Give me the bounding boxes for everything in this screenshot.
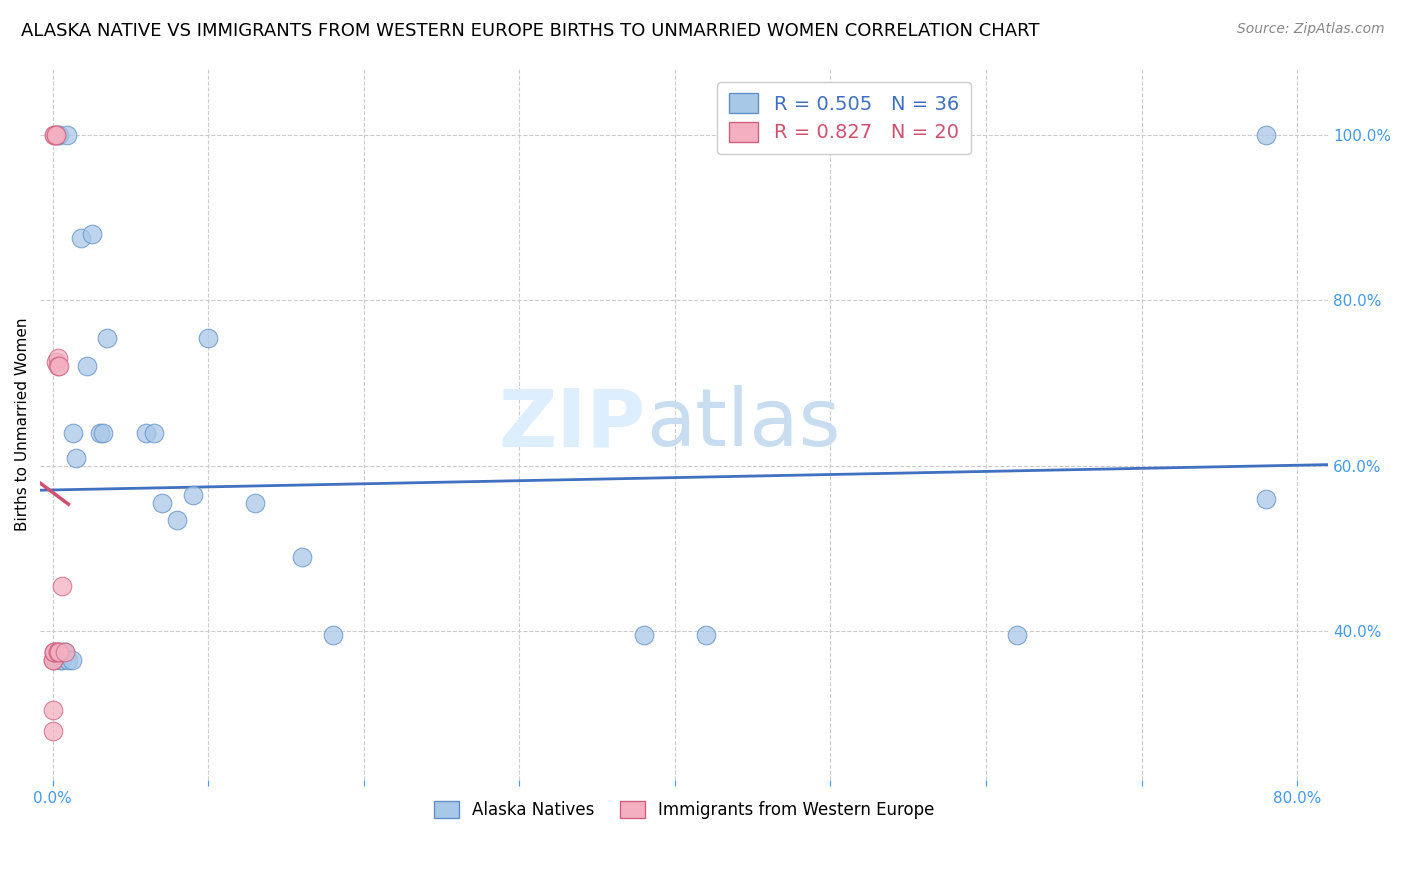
Point	[45, 128, 67, 142]
Point	[53, 645, 76, 659]
Point	[51, 579, 73, 593]
Point	[181, 488, 204, 502]
Point	[695, 628, 717, 642]
Point	[65, 450, 87, 465]
Point	[49, 653, 72, 667]
Point	[44, 645, 66, 659]
Point	[53, 645, 76, 659]
Point	[150, 496, 173, 510]
Point	[48, 645, 70, 659]
Point	[44, 128, 66, 142]
Point	[197, 330, 219, 344]
Point	[1254, 128, 1277, 142]
Point	[46, 351, 69, 366]
Text: atlas: atlas	[645, 385, 839, 464]
Point	[58, 653, 80, 667]
Point	[70, 231, 93, 245]
Point	[44, 653, 66, 667]
Point	[76, 359, 98, 374]
Point	[45, 355, 67, 369]
Point	[48, 359, 70, 374]
Point	[80, 227, 103, 241]
Point	[62, 425, 84, 440]
Point	[42, 653, 65, 667]
Point	[44, 128, 66, 142]
Point	[48, 128, 70, 142]
Point	[91, 425, 114, 440]
Y-axis label: Births to Unmarried Women: Births to Unmarried Women	[15, 318, 30, 531]
Point	[96, 330, 118, 344]
Point	[46, 645, 69, 659]
Point	[166, 513, 188, 527]
Point	[44, 645, 66, 659]
Point	[44, 649, 66, 664]
Point	[46, 645, 69, 659]
Point	[1254, 491, 1277, 506]
Point	[89, 425, 111, 440]
Point	[46, 645, 69, 659]
Point	[142, 425, 165, 440]
Point	[51, 653, 73, 667]
Point	[46, 128, 69, 142]
Point	[42, 653, 65, 667]
Point	[42, 703, 65, 717]
Point	[45, 128, 67, 142]
Point	[44, 645, 66, 659]
Point	[46, 359, 69, 374]
Point	[56, 128, 79, 142]
Point	[135, 425, 157, 440]
Point	[322, 628, 344, 642]
Point	[243, 496, 266, 510]
Text: Source: ZipAtlas.com: Source: ZipAtlas.com	[1237, 22, 1385, 37]
Legend: Alaska Natives, Immigrants from Western Europe: Alaska Natives, Immigrants from Western …	[427, 794, 941, 825]
Text: ALASKA NATIVE VS IMMIGRANTS FROM WESTERN EUROPE BIRTHS TO UNMARRIED WOMEN CORREL: ALASKA NATIVE VS IMMIGRANTS FROM WESTERN…	[21, 22, 1039, 40]
Text: ZIP: ZIP	[498, 385, 645, 464]
Point	[60, 653, 83, 667]
Point	[42, 723, 65, 738]
Point	[45, 645, 67, 659]
Point	[49, 645, 72, 659]
Point	[633, 628, 655, 642]
Point	[1005, 628, 1028, 642]
Point	[291, 549, 314, 564]
Point	[52, 645, 75, 659]
